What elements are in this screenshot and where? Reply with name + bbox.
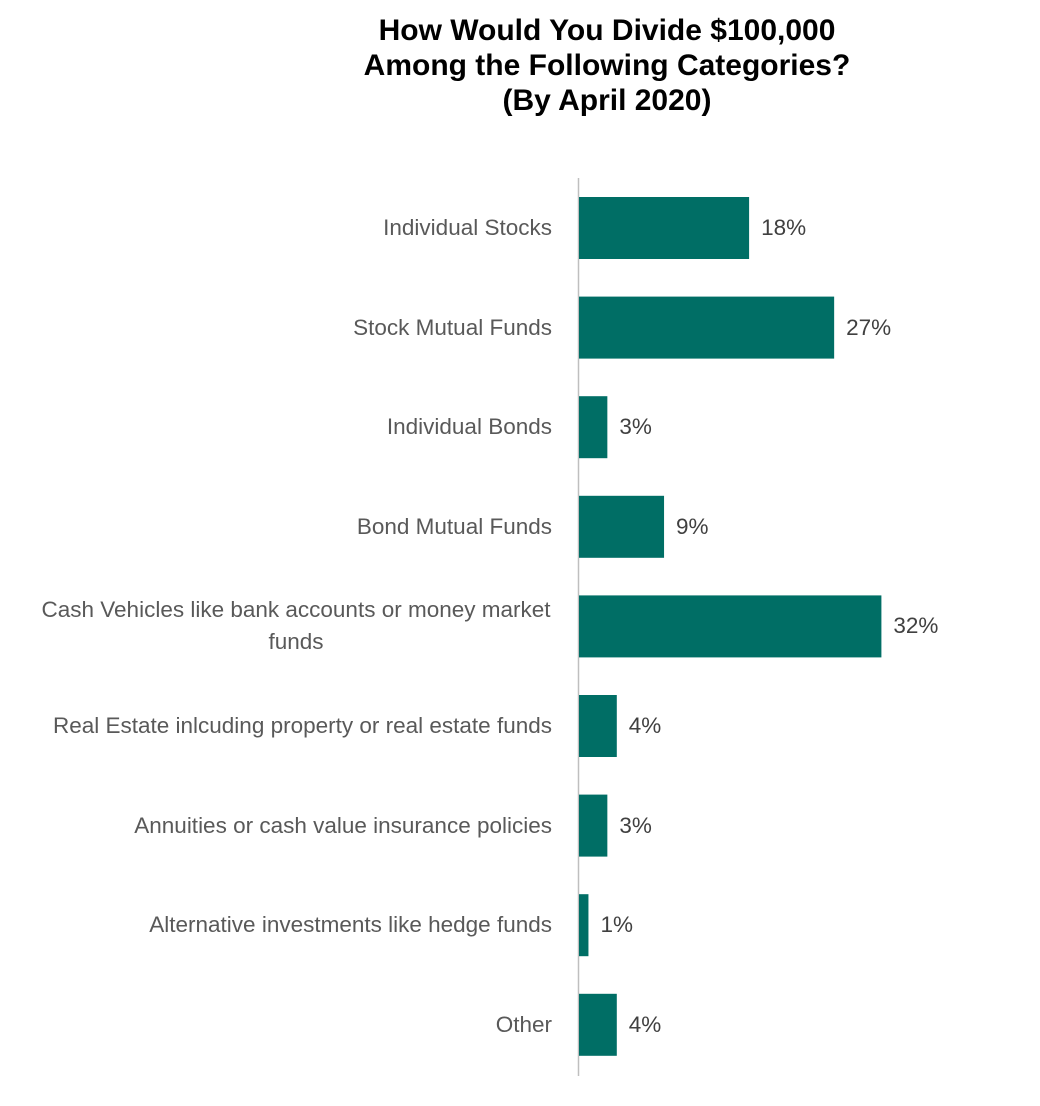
value-label: 18% xyxy=(761,215,807,240)
chart-title: Among the Following Categories? xyxy=(363,49,851,82)
category-text: Individual Stocks xyxy=(383,215,552,240)
category-label: Annuities or cash value insurance polici… xyxy=(40,786,552,866)
category-text: Stock Mutual Funds xyxy=(353,314,552,340)
bar xyxy=(579,695,617,757)
category-text: Cash Vehicles like bank accounts or mone… xyxy=(41,597,551,655)
chart-title: How Would You Divide $100,000 xyxy=(378,14,836,47)
bar xyxy=(579,794,608,857)
value-label: 9% xyxy=(676,513,709,539)
value-label: 1% xyxy=(600,912,633,938)
category-text: Real Estate inlcuding property or real e… xyxy=(52,713,552,738)
category-text: Alternative investments like hedge funds xyxy=(149,912,552,938)
category-label: Real Estate inlcuding property or real e… xyxy=(40,686,552,766)
bar xyxy=(579,197,750,259)
category-text: Bond Mutual Funds xyxy=(356,513,552,539)
bar xyxy=(579,894,589,957)
category-label: Alternative investments like hedge funds xyxy=(40,885,552,965)
bar xyxy=(579,396,608,459)
value-label: 27% xyxy=(846,314,892,340)
value-label: 3% xyxy=(619,414,652,440)
bar xyxy=(579,495,665,558)
category-text: Individual Bonds xyxy=(386,414,552,440)
value-label: 32% xyxy=(893,613,939,639)
bar xyxy=(579,296,835,359)
bar xyxy=(579,595,882,658)
value-label: 4% xyxy=(628,713,662,738)
bar xyxy=(579,993,617,1056)
category-text: Other xyxy=(495,1011,552,1037)
category-label: Individual Stocks xyxy=(40,188,552,268)
category-label: Stock Mutual Funds xyxy=(40,288,552,368)
category-label: Bond Mutual Funds xyxy=(40,487,552,567)
category-label: Other xyxy=(40,985,552,1065)
chart-title: (By April 2020) xyxy=(502,84,712,117)
value-label: 4% xyxy=(628,1011,662,1037)
category-label: Individual Bonds xyxy=(40,387,552,467)
category-text: Annuities or cash value insurance polici… xyxy=(134,812,552,838)
value-label: 3% xyxy=(619,812,652,838)
category-label: Cash Vehicles like bank accounts or mone… xyxy=(40,586,552,666)
